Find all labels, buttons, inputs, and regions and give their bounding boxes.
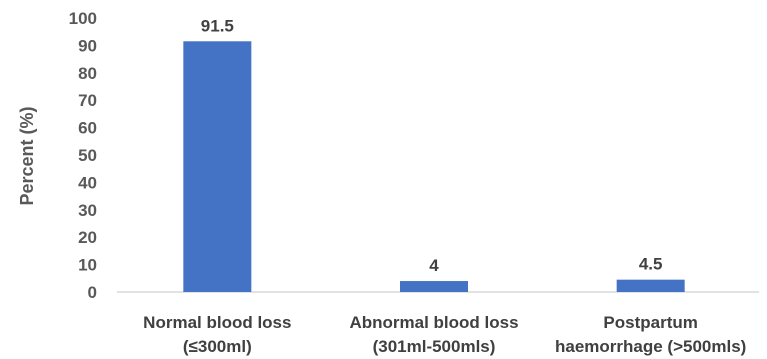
y-tick-label: 50 [78, 146, 97, 165]
data-labels-group: 91.5 4 4.5 [201, 16, 663, 275]
bar-data-label: 4 [429, 256, 439, 275]
category-labels-group: Normal blood loss (≤300ml) Abnormal blood … [143, 313, 746, 356]
category-label: Postpartum [603, 313, 697, 332]
category-label: Normal blood loss [143, 313, 291, 332]
bars-group [183, 41, 685, 292]
bar [616, 279, 685, 292]
y-axis-label: Percent (%) [17, 106, 37, 205]
category-label: (≤300ml) [183, 337, 252, 356]
y-tick-label: 30 [78, 201, 97, 220]
y-tick-label: 100 [69, 9, 97, 28]
category-label: (301ml-500mls) [373, 337, 496, 356]
y-tick-label: 90 [78, 36, 97, 55]
category-label: haemorrhage (>500mls) [555, 337, 746, 356]
bar [183, 41, 252, 292]
y-tick-label: 70 [78, 91, 97, 110]
bar-data-label: 91.5 [201, 16, 234, 35]
y-tick-label: 60 [78, 119, 97, 138]
y-tick-label: 0 [88, 283, 97, 302]
y-axis-ticks: 0 10 20 30 40 50 60 70 80 90 100 [69, 9, 97, 302]
y-tick-label: 10 [78, 256, 97, 275]
y-tick-label: 40 [78, 173, 97, 192]
bar [400, 281, 468, 292]
y-tick-label: 20 [78, 228, 97, 247]
y-tick-label: 80 [78, 64, 97, 83]
bar-data-label: 4.5 [639, 255, 663, 274]
category-label: Abnormal blood loss [349, 313, 518, 332]
